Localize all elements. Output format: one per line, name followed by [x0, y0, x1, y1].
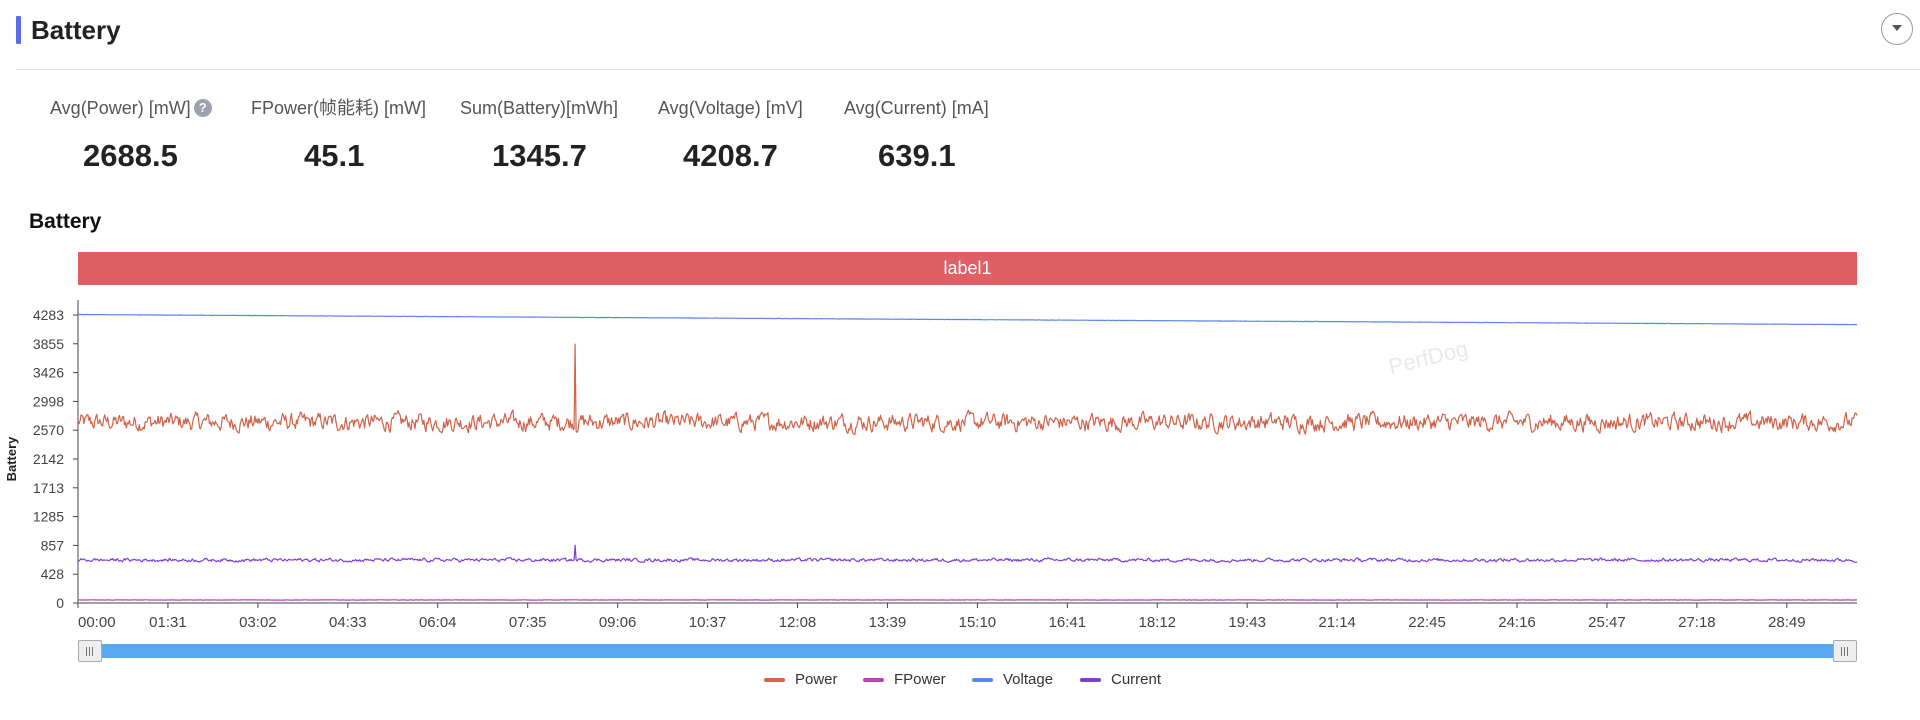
metric-label: FPower(帧能耗) [mW] [251, 98, 426, 118]
metric-fpower: FPower(帧能耗) [mW] 45.1 [251, 96, 451, 174]
y-tick-label: 4283 [33, 307, 64, 323]
y-tick-label: 3855 [33, 336, 64, 352]
y-tick-label: 857 [41, 537, 65, 553]
metric-label: Sum(Battery)[mWh] [460, 98, 619, 118]
metric-avg-current: Avg(Current) [mA] 639.1 [844, 96, 1044, 174]
legend-item-power[interactable]: Power [764, 671, 838, 688]
panel-header: Battery [0, 0, 1920, 70]
x-tick-label: 24:16 [1498, 614, 1536, 631]
x-tick-label: 13:39 [869, 614, 907, 631]
metric-sum-battery: Sum(Battery)[mWh] 1345.7 [460, 96, 660, 174]
y-tick-label: 0 [56, 595, 64, 611]
series-power-line[interactable] [77, 343, 1858, 436]
y-axis-label: Battery [4, 436, 19, 482]
x-tick-label: 28:49 [1768, 614, 1806, 631]
legend-swatch [764, 677, 785, 682]
metric-label: Avg(Power) [mW] [50, 98, 191, 118]
legend-item-voltage[interactable]: Voltage [972, 671, 1053, 688]
header-divider [16, 69, 1920, 70]
x-tick-label: 07:35 [509, 614, 547, 631]
y-tick-label: 428 [41, 566, 65, 582]
x-tick-label: 22:45 [1408, 614, 1446, 631]
x-tick-label: 18:12 [1138, 614, 1176, 631]
x-tick-label: 27:18 [1678, 614, 1716, 631]
x-tick-label: 01:31 [149, 614, 187, 631]
metric-value: 1345.7 [492, 138, 587, 173]
y-tick-label: 2570 [33, 422, 64, 438]
metric-value: 45.1 [304, 138, 365, 173]
legend-label: FPower [894, 671, 946, 688]
x-tick-label: 04:33 [329, 614, 367, 631]
legend-label: Current [1111, 671, 1162, 688]
y-tick-label: 2142 [33, 451, 64, 467]
legend-swatch [1080, 677, 1101, 682]
y-tick-label: 1713 [33, 480, 64, 496]
x-tick-label: 19:43 [1228, 614, 1266, 631]
x-tick-label: 00:00 [78, 614, 116, 631]
series-current-line[interactable] [77, 544, 1858, 563]
chart-legend: Power FPower Voltage Current [0, 671, 1920, 691]
slider-track[interactable] [86, 644, 1850, 658]
y-tick-label: 2998 [33, 393, 64, 409]
metric-avg-voltage: Avg(Voltage) [mV] 4208.7 [658, 96, 858, 174]
legend-swatch [972, 677, 993, 682]
y-tick-label: 3426 [33, 365, 64, 381]
label-band[interactable]: label1 [78, 252, 1857, 285]
collapse-button[interactable] [1881, 13, 1913, 45]
title-accent-bar [16, 16, 21, 44]
legend-label: Power [795, 671, 838, 688]
metric-avg-power: Avg(Power) [mW] ? 2688.5 [50, 96, 250, 174]
x-tick-label: 10:37 [689, 614, 727, 631]
x-tick-label: 15:10 [959, 614, 997, 631]
metric-value: 2688.5 [83, 138, 178, 173]
slider-handle-left[interactable] [78, 640, 102, 662]
chevron-down-icon [1892, 25, 1902, 31]
metric-value: 4208.7 [683, 138, 778, 173]
series-voltage-line[interactable] [77, 313, 1858, 326]
metric-label: Avg(Current) [mA] [844, 98, 989, 118]
x-tick-label: 12:08 [779, 614, 817, 631]
chart-title: Battery [29, 210, 102, 233]
battery-line-chart[interactable]: Battery 4283 3855 3426 2998 2570 2142 1713 1285 8… [0, 290, 1920, 635]
x-tick-label: 06:04 [419, 614, 457, 631]
help-icon[interactable]: ? [193, 99, 212, 117]
y-tick-label: 1285 [33, 509, 64, 525]
legend-item-current[interactable]: Current [1080, 671, 1161, 688]
x-tick-label: 03:02 [239, 614, 277, 631]
legend-item-fpower[interactable]: FPower [863, 671, 946, 688]
legend-swatch [863, 677, 884, 682]
metric-value: 639.1 [878, 138, 956, 173]
x-tick-label: 16:41 [1049, 614, 1087, 631]
x-tick-label: 09:06 [599, 614, 637, 631]
panel-title: Battery [31, 15, 121, 45]
slider-handle-right[interactable] [1833, 640, 1857, 662]
time-range-slider[interactable] [78, 640, 1857, 662]
legend-label: Voltage [1003, 671, 1054, 688]
x-tick-label: 25:47 [1588, 614, 1626, 631]
x-tick-label: 21:14 [1318, 614, 1356, 631]
metric-label: Avg(Voltage) [mV] [658, 98, 803, 118]
